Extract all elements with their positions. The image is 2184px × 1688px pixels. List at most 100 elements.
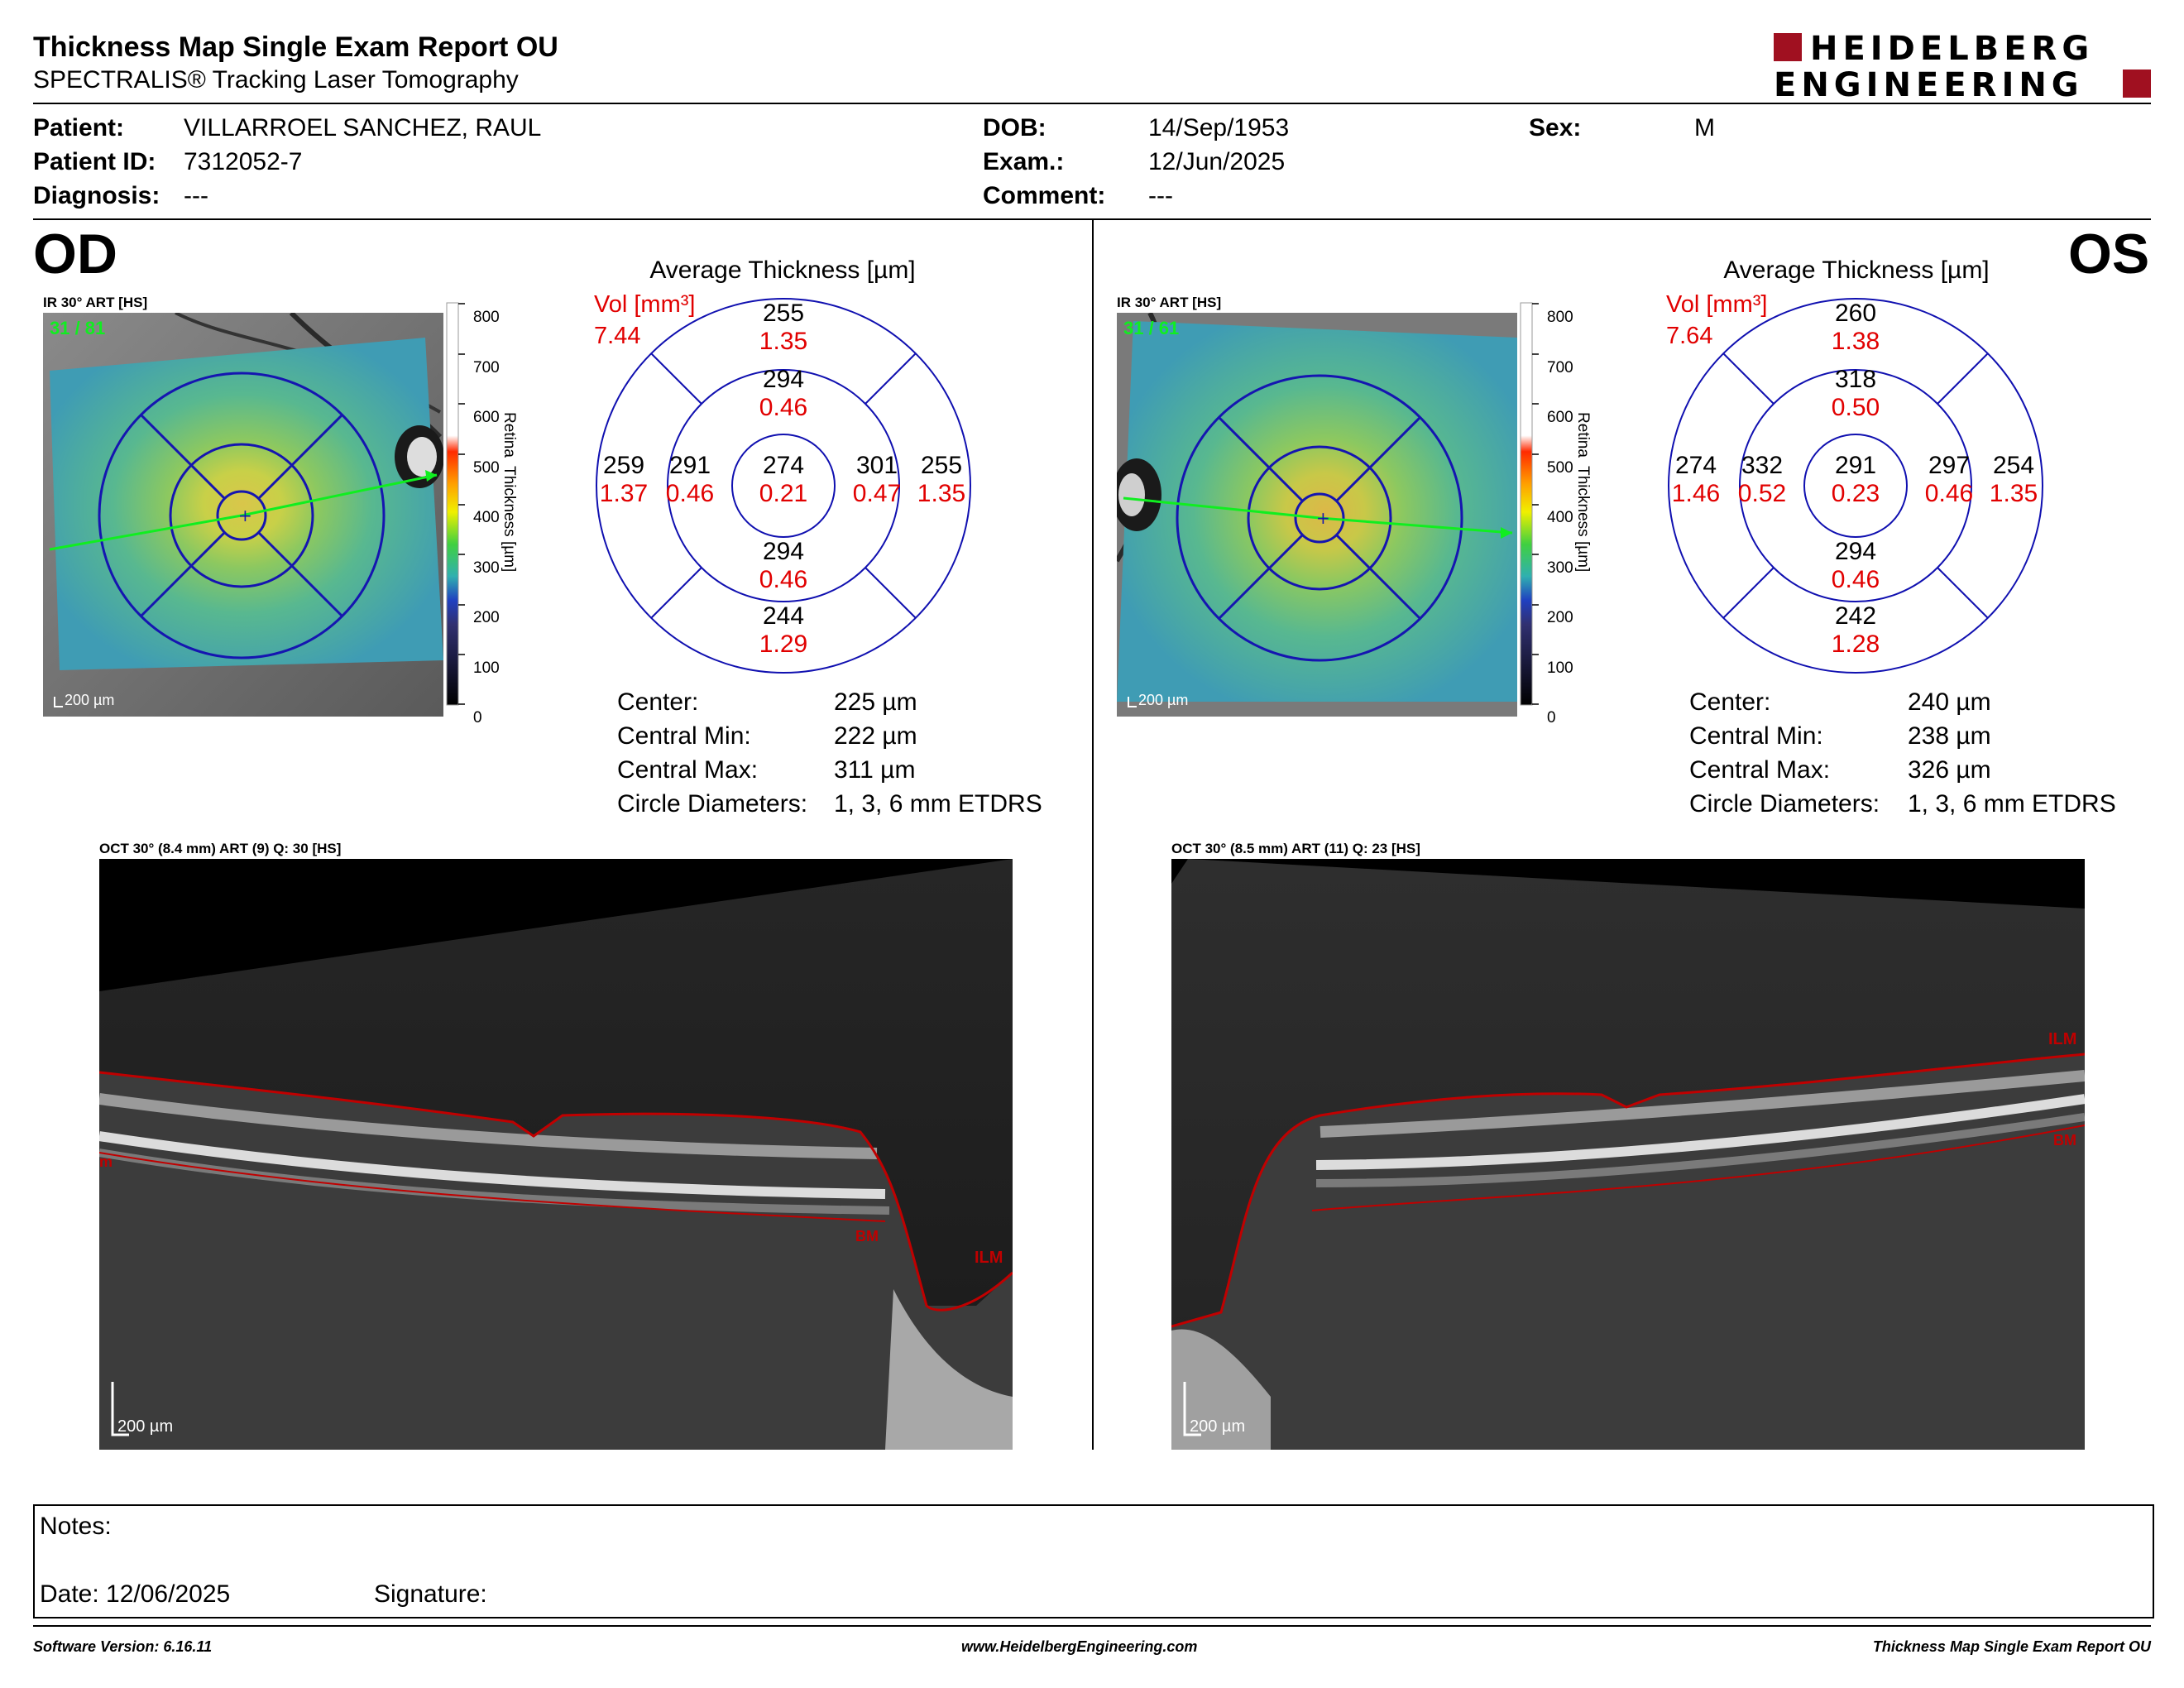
svg-text:200 µm: 200 µm [65, 692, 114, 708]
etdrs-values-od: 255 1.35 294 0.46 274 0.21 259 1.37 291 0.46 … [594, 296, 973, 675]
svg-text:200 µm: 200 µm [1190, 1417, 1245, 1436]
grid-title-os: Average Thickness [µm] [1723, 257, 1990, 284]
software-version: Software Version: 6.16.11 [33, 1638, 213, 1655]
svg-text:m: m [99, 1153, 113, 1170]
exam-label: Exam.: [983, 148, 1065, 175]
sector-is-t: 318 [1834, 366, 1877, 393]
sector-ot-v: 1.46 [1671, 480, 1721, 507]
sector-it-v: 0.52 [1737, 480, 1787, 507]
comment-value: --- [1148, 182, 1173, 209]
sector-ot-t: 274 [1674, 452, 1717, 479]
svg-text:+: + [238, 506, 252, 525]
sector-is-v: 0.50 [1831, 394, 1880, 421]
grid-title-od: Average Thickness [µm] [649, 257, 916, 284]
stat-max-value-os: 326 µm [1908, 756, 1991, 784]
sector-is-t: 294 [762, 366, 805, 393]
stat-diam-value-os: 1, 3, 6 mm ETDRS [1908, 790, 2116, 818]
diagnosis-label: Diagnosis: [33, 182, 160, 209]
etdrs-values-os: 260 1.38 318 0.50 291 0.23 274 1.46 332 0.52 … [1666, 296, 2045, 675]
sector-oi-t: 242 [1834, 602, 1877, 630]
website-link[interactable]: www.HeidelbergEngineering.com [961, 1638, 1198, 1655]
stat-diam-label-os: Circle Diameters: [1689, 790, 1880, 818]
svg-text:200 µm: 200 µm [1138, 692, 1188, 708]
colorbar-label-od: Retina Thickness [µm] [500, 412, 518, 573]
stat-min-value-od: 222 µm [834, 722, 917, 750]
stat-max-label-od: Central Max: [617, 756, 759, 784]
patient-id-label: Patient ID: [33, 148, 156, 175]
svg-text:ENGINEERING: ENGINEERING [1774, 66, 2084, 103]
stat-center-value-od: 225 µm [834, 688, 917, 716]
stat-max-value-od: 311 µm [834, 756, 916, 784]
patient-label: Patient: [33, 114, 125, 141]
vol-label-od: Vol [mm³] [594, 291, 696, 318]
sector-on-v: 1.35 [1989, 480, 2038, 507]
stat-center-value-os: 240 µm [1908, 688, 1991, 716]
notes-label: Notes: [40, 1513, 112, 1540]
sector-os-v: 1.35 [759, 328, 808, 355]
stat-min-label-od: Central Min: [617, 722, 751, 750]
sector-os-t: 260 [1834, 300, 1877, 327]
comment-label: Comment: [983, 182, 1106, 209]
etdrs-grid-os [1666, 296, 2045, 675]
sector-in-v: 0.47 [852, 480, 902, 507]
sector-center-t: 274 [762, 452, 805, 479]
stat-diam-label-od: Circle Diameters: [617, 790, 808, 818]
sector-in-v: 0.46 [1924, 480, 1974, 507]
diagnosis-value: --- [184, 182, 208, 209]
sector-center-v: 0.23 [1831, 480, 1880, 507]
patient-name: VILLARROEL SANCHEZ, RAUL [184, 114, 542, 141]
sector-it-v: 0.46 [665, 480, 715, 507]
oct-caption-os: OCT 30° (8.5 mm) ART (11) Q: 23 [HS] [1171, 841, 1420, 856]
sector-on-v: 1.35 [917, 480, 966, 507]
sector-oi-t: 244 [762, 602, 805, 630]
sector-on-t: 255 [920, 452, 963, 479]
dob-label: DOB: [983, 114, 1046, 141]
sector-is-v: 0.46 [759, 394, 808, 421]
oct-caption-od: OCT 30° (8.4 mm) ART (9) Q: 30 [HS] [99, 841, 342, 856]
stat-min-label-os: Central Min: [1689, 722, 1823, 750]
eye-label-od: OD [33, 223, 117, 285]
stat-diam-value-od: 1, 3, 6 mm ETDRS [834, 790, 1042, 818]
stat-max-label-os: Central Max: [1689, 756, 1831, 784]
sector-center-v: 0.21 [759, 480, 808, 507]
exam-date: 12/Jun/2025 [1148, 148, 1286, 175]
stat-center-label-os: Center: [1689, 688, 1771, 716]
sector-ii-v: 0.46 [759, 566, 808, 593]
vol-total-os: 7.64 [1666, 323, 1713, 349]
sector-ot-t: 259 [602, 452, 645, 479]
vol-total-od: 7.44 [594, 323, 641, 349]
ir-caption-os: IR 30° ART [HS] [1117, 295, 1222, 310]
sector-on-t: 254 [1992, 452, 2035, 479]
vol-label-os: Vol [mm³] [1666, 291, 1768, 318]
sector-in-t: 301 [855, 452, 898, 479]
sector-ot-v: 1.37 [599, 480, 649, 507]
svg-text:ILM: ILM [2048, 1030, 2076, 1048]
sector-ii-t: 294 [1834, 538, 1877, 565]
sector-oi-v: 1.29 [759, 631, 808, 658]
stat-center-label-od: Center: [617, 688, 699, 716]
svg-text:31 / 81: 31 / 81 [50, 318, 105, 338]
stat-min-value-os: 238 µm [1908, 722, 1991, 750]
etdrs-grid-od [594, 296, 973, 675]
colorbar-ticks-os: 800 700 600 500 400 300 200 100 0 [1547, 309, 1573, 727]
svg-text:HEIDELBERG: HEIDELBERG [1810, 30, 2094, 68]
ir-caption-od: IR 30° ART [HS] [43, 295, 148, 310]
report-title: Thickness Map Single Exam Report OU [33, 31, 558, 63]
patient-id: 7312052-7 [184, 148, 303, 175]
sector-os-t: 255 [762, 300, 805, 327]
sector-ii-v: 0.46 [1831, 566, 1880, 593]
sector-it-t: 291 [668, 452, 711, 479]
footer-report-name: Thickness Map Single Exam Report OU [1872, 1638, 2151, 1655]
svg-text:BM: BM [2053, 1132, 2076, 1149]
sector-ii-t: 294 [762, 538, 805, 565]
sector-center-t: 291 [1834, 452, 1877, 479]
report-subtitle: SPECTRALIS® Tracking Laser Tomography [33, 66, 519, 94]
thickness-map-os: + 31 / 61 200 µm [1117, 313, 1517, 717]
sector-it-t: 332 [1741, 452, 1784, 479]
date-label: Date: 12/06/2025 [40, 1580, 231, 1608]
sector-in-t: 297 [1928, 452, 1971, 479]
signature-label: Signature: [374, 1580, 487, 1608]
svg-text:BM: BM [855, 1228, 879, 1244]
dob-value: 14/Sep/1953 [1148, 114, 1290, 141]
notes-box [33, 1504, 2154, 1618]
